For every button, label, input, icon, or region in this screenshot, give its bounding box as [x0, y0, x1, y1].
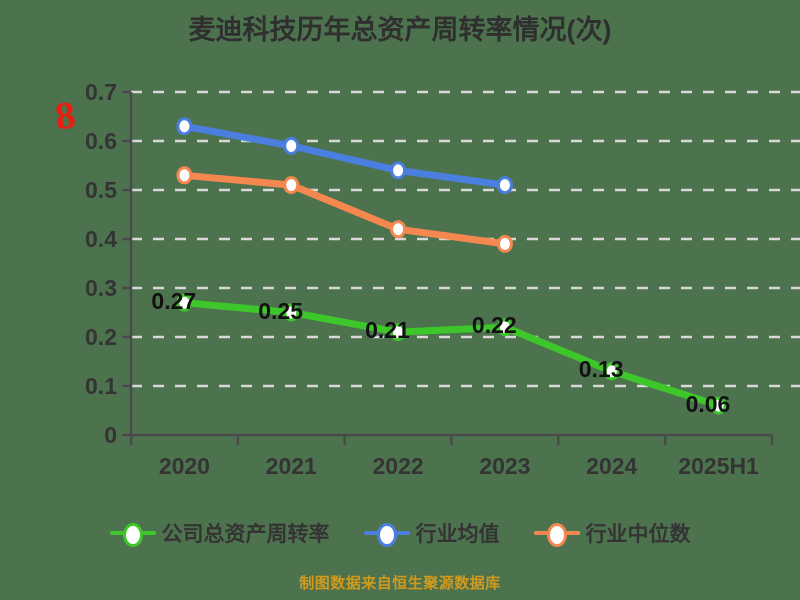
- series-line: [180, 171, 509, 248]
- chart-legend: 公司总资产周转率 行业均值 行业中位数: [0, 518, 800, 548]
- data-point-marker[interactable]: [390, 323, 407, 342]
- data-point-marker[interactable]: [496, 234, 513, 253]
- y-axis-tick-label: 0.4: [85, 226, 117, 252]
- legend-item[interactable]: 公司总资产周转率: [109, 518, 330, 548]
- data-point-marker[interactable]: [390, 220, 407, 239]
- x-axis-tick-label: 2025H1: [678, 453, 759, 479]
- x-axis-tick-label: 2021: [265, 453, 317, 479]
- data-point-value-label: 0.22: [471, 312, 517, 339]
- data-point-value-label: 0.27: [151, 287, 197, 314]
- x-axis-tick-label: 2022: [372, 453, 424, 479]
- data-point-marker[interactable]: [283, 303, 300, 322]
- y-axis-tick-label: 0.5: [85, 177, 117, 203]
- data-point-marker[interactable]: [710, 396, 727, 415]
- footer-source-note: 制图数据来自恒生聚源数据库: [299, 575, 501, 592]
- legend-item-label: 行业均值: [415, 523, 500, 546]
- legend-item-label: 公司总资产周转率: [161, 523, 330, 546]
- data-point-marker[interactable]: [496, 318, 513, 337]
- series-line: [180, 299, 723, 410]
- series-line: [180, 122, 509, 189]
- y-axis-tick-label: 0.3: [85, 275, 117, 301]
- red-annotation-mark: 8: [52, 96, 78, 139]
- legend-marker-icon: [109, 522, 156, 547]
- y-axis-tick-label: 0: [104, 422, 117, 448]
- y-axis-tick-label: 0.2: [85, 324, 117, 350]
- data-point-marker[interactable]: [390, 161, 407, 180]
- y-axis-tick-label: 0.7: [85, 79, 117, 105]
- data-point-marker[interactable]: [496, 176, 513, 195]
- y-axis-tick-label: 0.6: [85, 128, 117, 154]
- x-axis-tick-label: 2024: [586, 453, 638, 479]
- data-point-marker[interactable]: [176, 293, 193, 312]
- legend-item[interactable]: 行业均值: [363, 518, 500, 548]
- x-axis-tick-label: 2023: [479, 453, 531, 479]
- legend-item[interactable]: 行业中位数: [533, 518, 691, 548]
- data-point-value-label: 0.25: [258, 297, 304, 324]
- legend-marker-icon: [363, 522, 410, 547]
- legend-item-label: 行业中位数: [585, 523, 691, 546]
- y-axis-tick-label: 0.1: [85, 373, 117, 399]
- data-point-marker[interactable]: [603, 362, 620, 381]
- data-point-marker[interactable]: [283, 176, 300, 195]
- x-axis-tick-label: 2020: [158, 453, 210, 479]
- data-point-value-label: 0.21: [365, 317, 410, 344]
- data-point-value-label: 0.06: [685, 390, 731, 417]
- legend-marker-icon: [533, 522, 580, 547]
- data-point-value-label: 0.13: [578, 356, 624, 383]
- data-point-marker[interactable]: [176, 117, 193, 136]
- data-point-marker[interactable]: [283, 136, 300, 155]
- chart-title: 麦迪科技历年总资产周转率情况(次): [188, 15, 612, 45]
- data-point-marker[interactable]: [176, 166, 193, 185]
